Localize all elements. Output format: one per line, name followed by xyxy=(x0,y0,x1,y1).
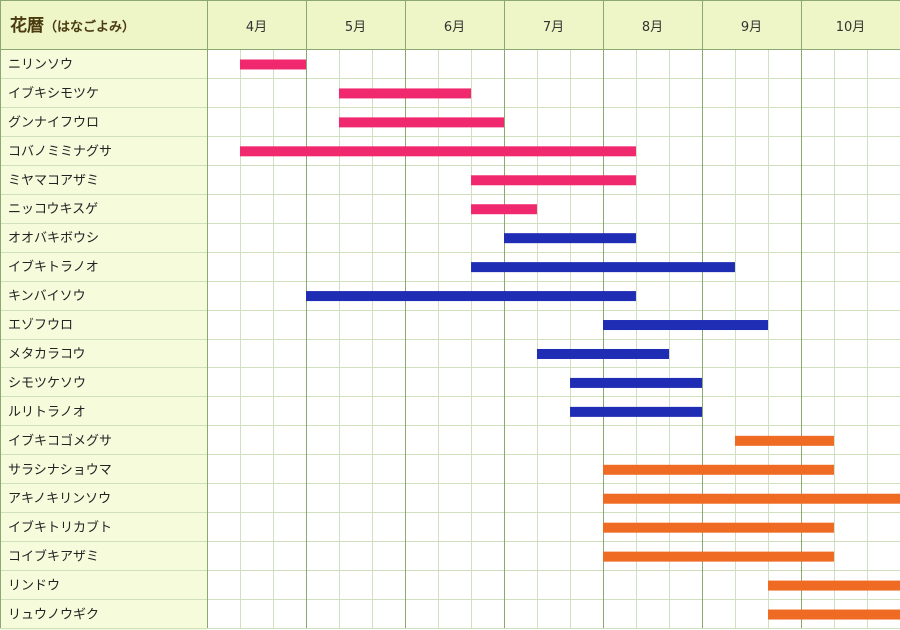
bloom-bar xyxy=(570,377,702,388)
plant-name: グンナイフウロ xyxy=(8,115,99,130)
plant-name: ニッコウキスゲ xyxy=(8,202,98,217)
bloom-bar xyxy=(504,233,636,244)
month-label: 5月 xyxy=(345,20,366,35)
bloom-bar xyxy=(734,435,834,446)
plant-name: シモツケソウ xyxy=(8,376,86,391)
plant-name: コイブキアザミ xyxy=(8,549,99,565)
plant-name: イブキトラノオ xyxy=(8,259,99,275)
bloom-bar xyxy=(306,291,636,302)
bloom-bar xyxy=(603,522,834,533)
month-label: 6月 xyxy=(444,20,465,35)
plant-name: エゾフウロ xyxy=(8,318,73,333)
month-labels: 4月 5月 6月 7月 8月 9月 10月 xyxy=(246,20,865,35)
month-label: 9月 xyxy=(741,20,762,35)
plant-name: キンバイソウ xyxy=(8,289,86,304)
plant-name: イブキトリカブト xyxy=(8,520,112,536)
bloom-bar xyxy=(338,117,504,128)
bloom-bar xyxy=(570,406,702,417)
plant-name: リュウノウギク xyxy=(8,608,99,623)
bloom-bar xyxy=(768,580,900,591)
plant-name: サラシナショウマ xyxy=(8,463,112,478)
bloom-bar xyxy=(239,59,306,70)
plant-name: メタカラコウ xyxy=(8,347,85,362)
plant-name: イブキシモツケ xyxy=(8,85,99,101)
bloom-bar xyxy=(471,175,636,186)
month-label: 10月 xyxy=(836,20,866,35)
bloom-bar xyxy=(603,320,769,331)
bloom-bar xyxy=(536,348,670,359)
title-main: 花暦 xyxy=(10,15,44,36)
month-label: 7月 xyxy=(543,20,564,35)
plant-name: ミヤマコアザミ xyxy=(8,173,99,188)
bloom-bar xyxy=(603,493,900,504)
bloom-bar xyxy=(471,262,735,273)
plant-name: ニリンソウ xyxy=(8,57,73,72)
title-subtitle: （はなごよみ） xyxy=(44,19,135,35)
plant-name: ルリトラノオ xyxy=(8,405,86,420)
title-text: 花暦（はなごよみ） xyxy=(10,15,135,36)
bloom-bars xyxy=(239,59,900,620)
bloom-bar xyxy=(768,609,900,620)
bloom-bar xyxy=(603,551,834,562)
plant-name: アキノキリンソウ xyxy=(8,492,111,507)
plant-name: コバノミミナグサ xyxy=(8,144,112,159)
chart-title: 花暦（はなごよみ） xyxy=(10,15,135,36)
month-label: 8月 xyxy=(642,20,663,35)
bloom-bar xyxy=(239,146,636,157)
plant-name: イブキコゴメグサ xyxy=(8,433,112,449)
bloom-bar xyxy=(603,464,834,475)
plant-name-labels: ニリンソウイブキシモツケグンナイフウロコバノミミナグサミヤマコアザミニッコウキス… xyxy=(8,57,112,622)
plant-name: リンドウ xyxy=(8,579,60,594)
bloom-bar xyxy=(471,204,537,215)
month-label: 4月 xyxy=(246,20,267,35)
bloom-bar xyxy=(338,88,472,99)
header-background xyxy=(0,0,900,49)
plant-name: オオバキボウシ xyxy=(8,231,99,246)
